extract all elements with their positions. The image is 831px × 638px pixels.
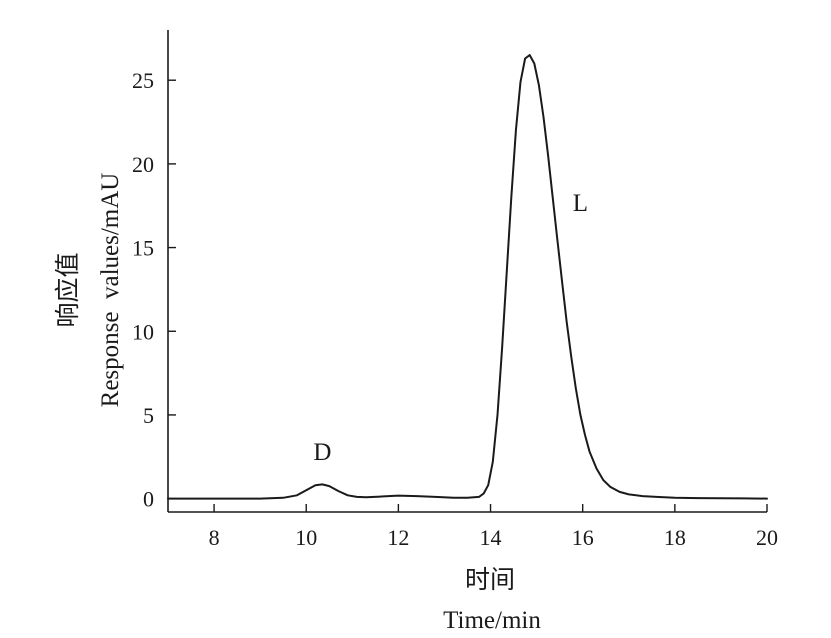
axes	[167, 30, 767, 513]
y-axis-title: Response values/mAU	[97, 173, 124, 408]
x-ticks: 8 10 12 14 16 18 20	[209, 504, 778, 550]
y-ticks: 0 5 10 15 20 25	[132, 68, 176, 512]
y-tick-label: 10	[132, 319, 154, 344]
peak-annotations: DL	[313, 190, 588, 466]
x-axis-title: Time/min	[443, 607, 541, 634]
y-axis-title-cn: 响应值	[54, 252, 82, 327]
y-tick-label: 15	[132, 236, 154, 261]
x-tick-label: 14	[480, 525, 502, 550]
y-tick-label: 5	[143, 403, 154, 428]
x-tick-label: 12	[387, 525, 409, 550]
x-tick-label: 20	[756, 525, 778, 550]
x-tick-label: 18	[664, 525, 686, 550]
y-tick-label: 25	[132, 68, 154, 93]
x-tick-label: 8	[209, 525, 220, 550]
peak-label-l: L	[573, 190, 588, 217]
peak-label-d: D	[313, 439, 331, 466]
y-tick-label: 0	[143, 487, 154, 512]
x-tick-label: 10	[295, 525, 317, 550]
response-curve	[167, 54, 768, 500]
y-tick-label: 20	[132, 152, 154, 177]
x-tick-label: 16	[572, 525, 594, 550]
x-axis-title-cn: 时间	[465, 566, 515, 594]
